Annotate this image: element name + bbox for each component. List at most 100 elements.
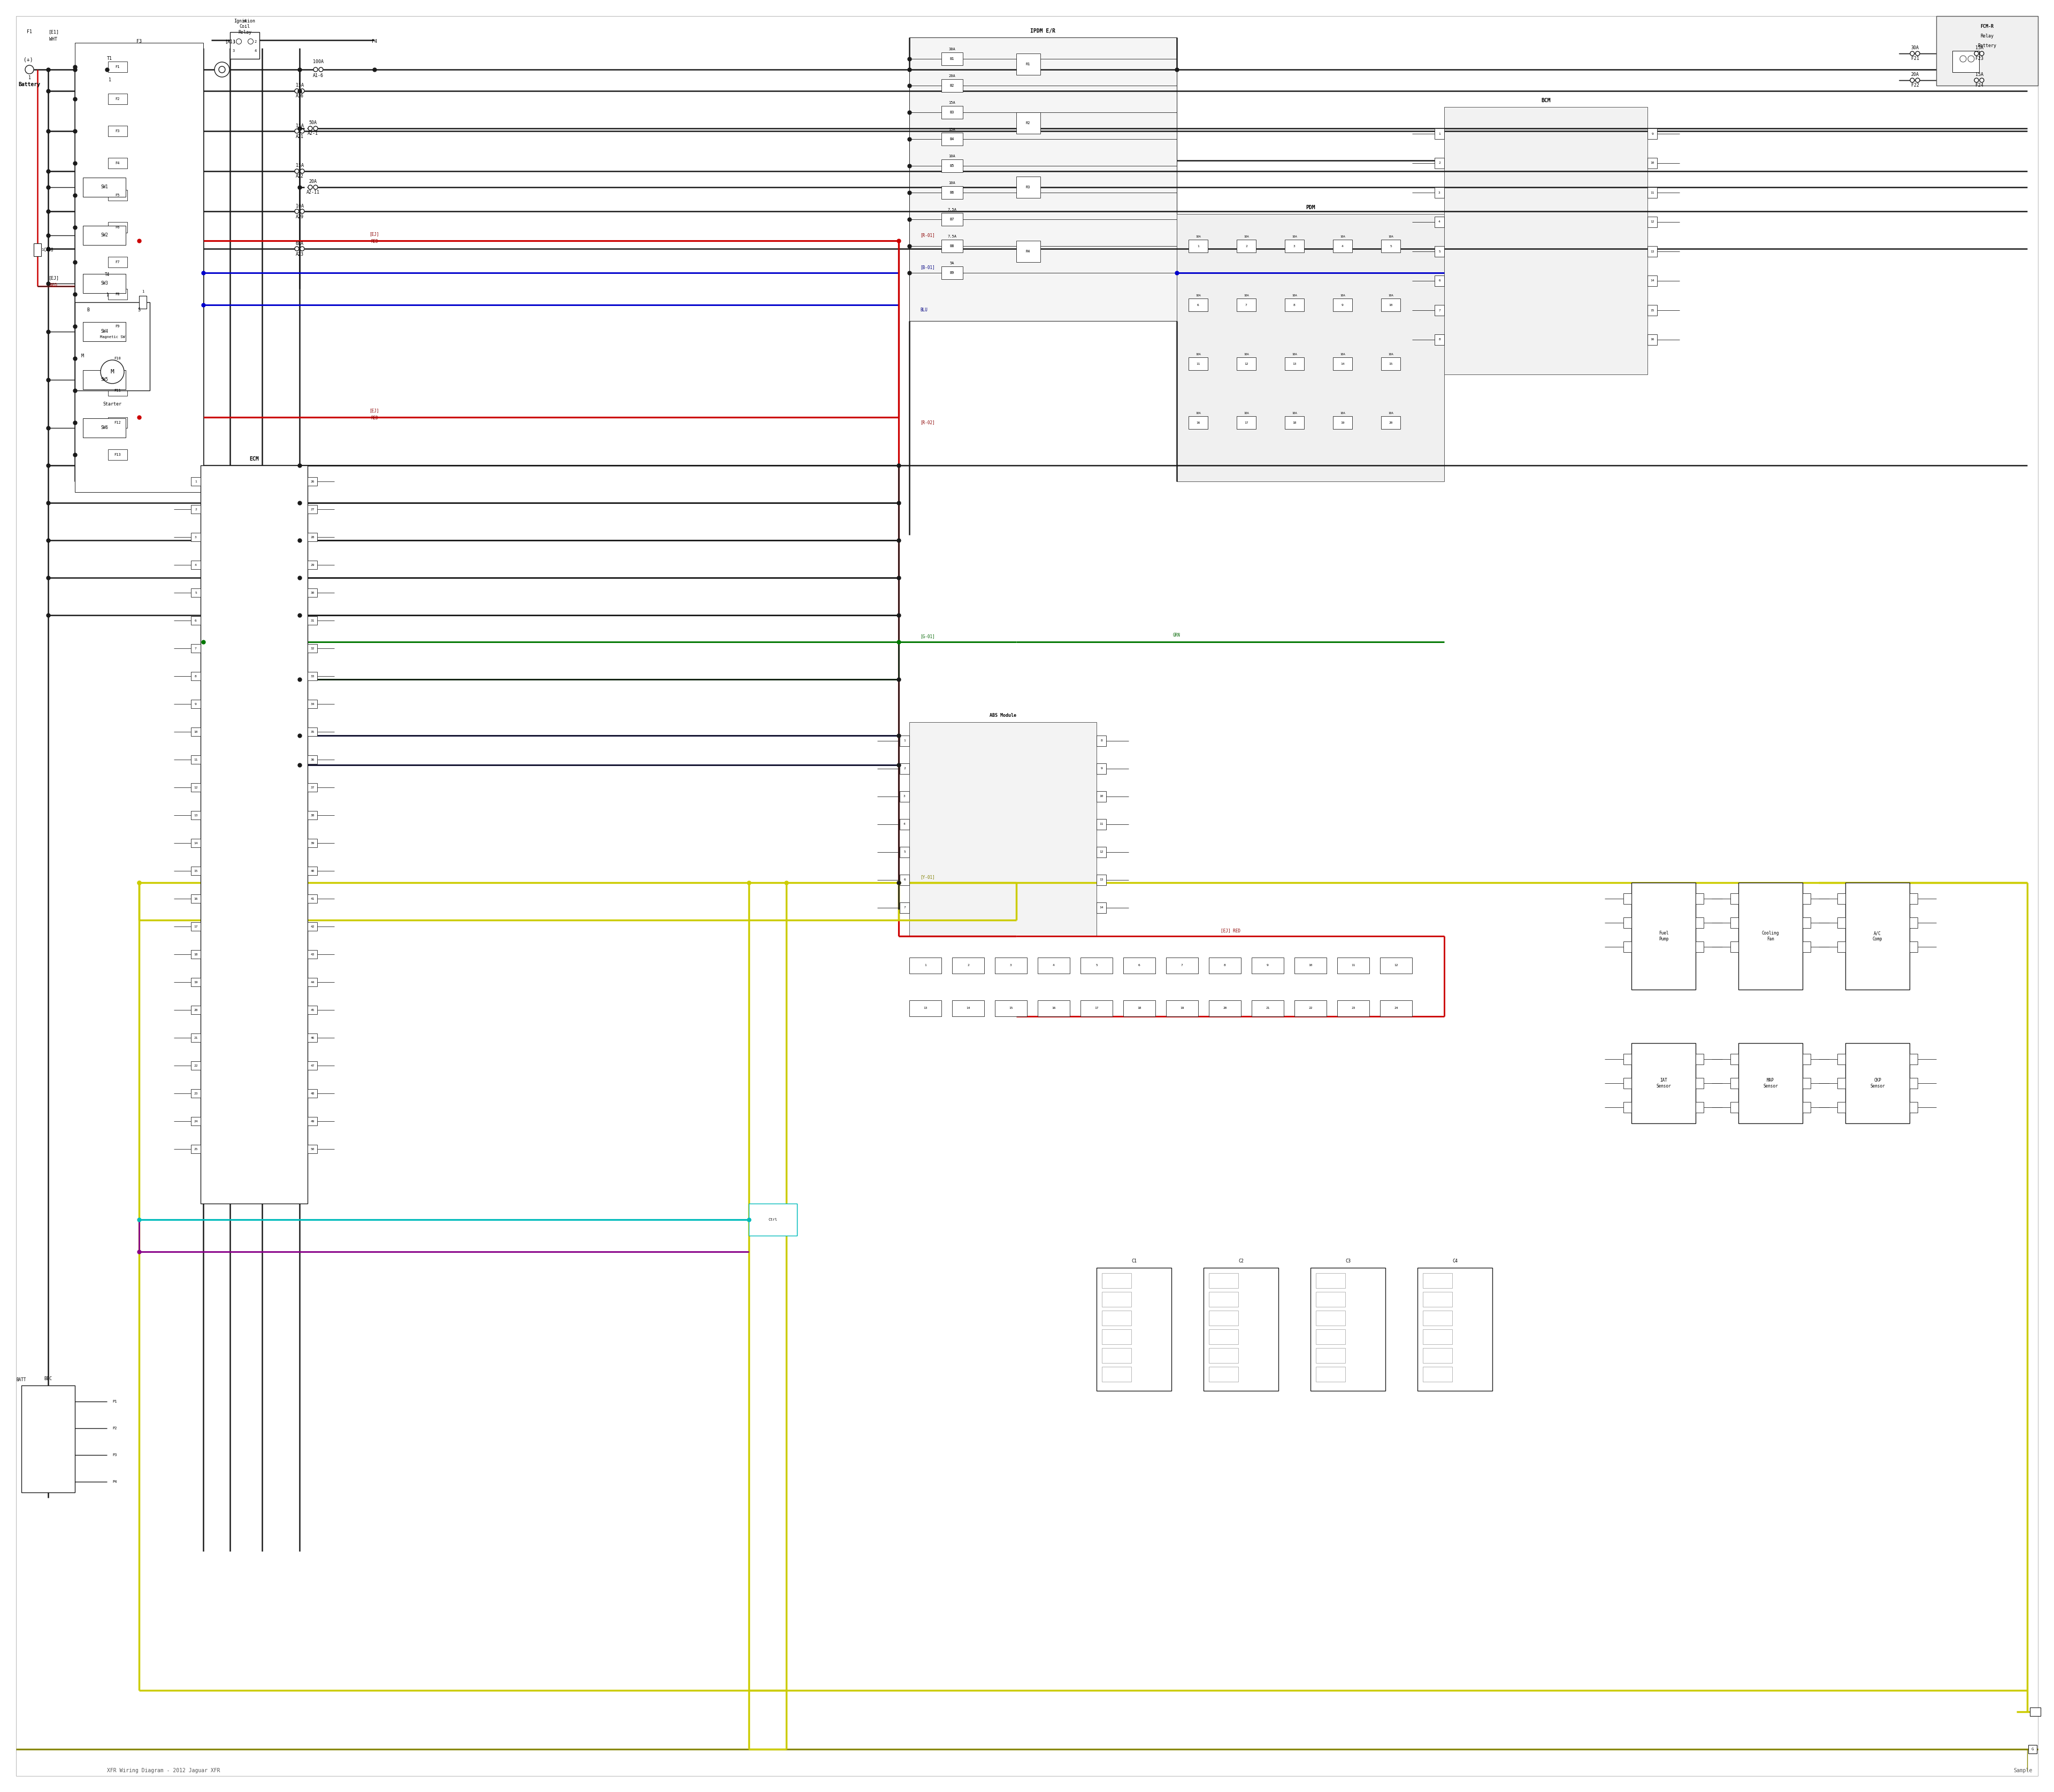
Bar xyxy=(1729,941,1738,952)
Bar xyxy=(103,280,111,292)
Bar xyxy=(74,303,150,391)
Text: 16: 16 xyxy=(1052,1007,1056,1009)
Bar xyxy=(1434,335,1444,346)
Text: Ignition
Coil
Relay: Ignition Coil Relay xyxy=(234,18,255,34)
Bar xyxy=(308,588,316,597)
Text: 49: 49 xyxy=(310,1120,314,1122)
Text: T4: T4 xyxy=(105,272,109,276)
Bar xyxy=(308,812,316,819)
Bar xyxy=(74,43,203,493)
Text: Magnetic SW: Magnetic SW xyxy=(101,335,125,339)
Bar xyxy=(1210,1292,1239,1306)
Bar xyxy=(82,418,125,437)
Bar xyxy=(308,505,316,514)
Circle shape xyxy=(314,68,318,72)
Bar xyxy=(1631,1043,1697,1124)
Text: 10A: 10A xyxy=(1389,353,1393,355)
Bar xyxy=(1101,1330,1132,1344)
Bar xyxy=(1210,1000,1241,1016)
Text: ABS Module: ABS Module xyxy=(990,713,1017,719)
Bar xyxy=(1317,1292,1345,1306)
Bar xyxy=(82,274,125,294)
Bar xyxy=(191,839,201,848)
Bar xyxy=(1317,1310,1345,1326)
Bar xyxy=(1647,335,1658,346)
Text: 42: 42 xyxy=(310,925,314,928)
Text: 18: 18 xyxy=(1292,421,1296,425)
Text: MAP
Sensor: MAP Sensor xyxy=(1762,1079,1779,1088)
Text: 48: 48 xyxy=(310,1091,314,1095)
Bar xyxy=(1101,1348,1132,1364)
Text: 10A: 10A xyxy=(1195,412,1202,414)
Bar xyxy=(1097,735,1107,745)
Bar xyxy=(1286,416,1304,428)
Bar xyxy=(1204,1267,1278,1391)
Text: BATT: BATT xyxy=(16,1378,27,1382)
Bar xyxy=(1417,1267,1493,1391)
Text: F3: F3 xyxy=(136,39,142,45)
Bar xyxy=(1844,883,1910,989)
Text: 1: 1 xyxy=(29,75,31,81)
Bar xyxy=(109,256,127,267)
Bar xyxy=(191,923,201,930)
Text: 10A: 10A xyxy=(1389,294,1393,297)
Bar xyxy=(1623,1102,1631,1113)
Text: F10: F10 xyxy=(115,357,121,360)
Bar xyxy=(1286,240,1304,253)
Text: R4: R4 xyxy=(1025,249,1031,253)
Text: 1: 1 xyxy=(232,39,234,43)
Text: 10A: 10A xyxy=(1339,235,1345,238)
Text: Sample: Sample xyxy=(2013,1769,2033,1774)
Bar xyxy=(900,735,910,745)
Bar xyxy=(1623,941,1631,952)
Bar xyxy=(1210,1367,1239,1382)
Bar xyxy=(191,728,201,737)
Bar xyxy=(1697,1102,1703,1113)
Circle shape xyxy=(294,129,300,133)
Bar xyxy=(1803,918,1812,928)
Bar xyxy=(191,1034,201,1041)
Bar xyxy=(230,32,259,59)
Bar xyxy=(1647,276,1658,287)
Text: F9: F9 xyxy=(115,324,119,328)
Text: F5: F5 xyxy=(115,194,119,197)
Text: 10A: 10A xyxy=(1245,235,1249,238)
Text: 11: 11 xyxy=(1195,362,1200,366)
Text: 14: 14 xyxy=(193,842,197,844)
Text: B7: B7 xyxy=(949,217,955,220)
Bar xyxy=(1097,848,1107,858)
Text: 14: 14 xyxy=(1649,280,1653,281)
Bar xyxy=(1380,957,1413,973)
Bar xyxy=(109,353,127,364)
Text: 30: 30 xyxy=(310,591,314,593)
Bar xyxy=(308,1090,316,1098)
Circle shape xyxy=(214,63,230,77)
Text: 40: 40 xyxy=(310,869,314,873)
Bar xyxy=(900,819,910,830)
Text: 43: 43 xyxy=(310,953,314,955)
Bar xyxy=(191,978,201,986)
Bar xyxy=(900,848,910,858)
Text: 35: 35 xyxy=(310,731,314,733)
Bar xyxy=(1623,894,1631,903)
Bar xyxy=(1729,1102,1738,1113)
Bar xyxy=(941,213,963,226)
Bar xyxy=(308,950,316,959)
Text: 15: 15 xyxy=(1389,362,1393,366)
Bar xyxy=(1189,416,1208,428)
Text: 20: 20 xyxy=(1389,421,1393,425)
Bar xyxy=(1423,1348,1452,1364)
Bar xyxy=(1167,957,1197,973)
Text: 19: 19 xyxy=(1341,421,1345,425)
Text: BEC: BEC xyxy=(43,1376,51,1382)
Text: S: S xyxy=(138,308,140,312)
Bar xyxy=(1910,941,1918,952)
Text: 3: 3 xyxy=(232,48,234,52)
Text: Battery: Battery xyxy=(18,82,41,88)
Bar xyxy=(750,1204,797,1236)
Text: Battery: Battery xyxy=(1978,43,1996,48)
Bar xyxy=(1729,918,1738,928)
Bar xyxy=(308,754,316,763)
Bar xyxy=(109,222,127,233)
Text: RED: RED xyxy=(370,416,378,419)
